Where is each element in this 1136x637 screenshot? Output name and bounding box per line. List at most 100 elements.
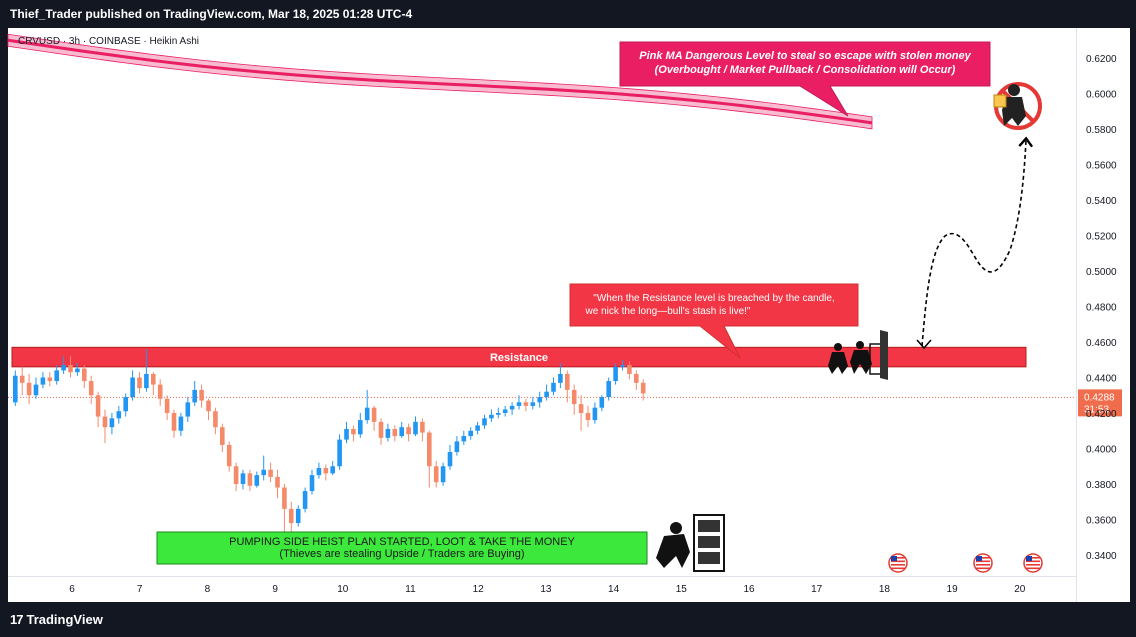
candle <box>627 361 632 380</box>
candle <box>592 402 598 424</box>
ma-band-fill <box>7 33 873 130</box>
candle <box>454 436 460 456</box>
candle <box>240 469 246 490</box>
candle <box>282 484 287 534</box>
candle <box>378 418 384 445</box>
candle <box>433 460 439 488</box>
candle <box>468 427 473 440</box>
candle <box>130 370 135 401</box>
y-tick-label: 0.3800 <box>1086 480 1117 491</box>
resistance-callout[interactable]: "When the Resistance level is breached b… <box>569 283 859 359</box>
candle <box>537 391 542 408</box>
candle <box>509 402 515 415</box>
y-tick-label: 0.5400 <box>1086 196 1117 207</box>
candle <box>371 405 377 431</box>
ma-callout[interactable]: Pink MA Dangerous Level to steal so esca… <box>619 41 991 117</box>
candle <box>606 377 611 401</box>
candle <box>88 375 94 405</box>
candle <box>620 359 625 371</box>
price-axis[interactable] <box>1076 28 1130 602</box>
y-tick-label: 0.5200 <box>1086 232 1117 243</box>
x-tick-label: 9 <box>272 584 278 595</box>
candle <box>323 464 329 481</box>
candle <box>551 377 556 396</box>
candle <box>233 462 239 492</box>
candle <box>427 430 432 488</box>
x-tick-label: 18 <box>879 584 891 595</box>
candle <box>102 409 108 444</box>
candle <box>109 413 115 435</box>
candle <box>599 395 605 412</box>
candle <box>516 395 522 410</box>
candle <box>40 372 46 389</box>
candle <box>558 363 563 389</box>
y-tick-label: 0.4600 <box>1086 338 1117 349</box>
x-tick-label: 17 <box>811 584 823 595</box>
candle <box>123 393 128 417</box>
y-tick-label: 0.5000 <box>1086 267 1117 278</box>
candle <box>364 389 370 424</box>
candle <box>185 397 191 422</box>
candle <box>634 370 639 390</box>
candle <box>613 363 618 385</box>
tradingview-mark-icon: 17 <box>10 612 24 627</box>
candle <box>502 405 508 417</box>
us-flag-icon[interactable] <box>1023 553 1043 573</box>
y-tick-label: 0.5600 <box>1086 161 1117 172</box>
tradingview-logo[interactable]: 17 TradingView <box>10 612 103 627</box>
candle <box>523 398 529 412</box>
candle <box>151 372 156 396</box>
resistance-callout-line1: "When the Resistance level is breached b… <box>593 293 834 304</box>
candle <box>157 379 163 406</box>
time-axis[interactable] <box>8 576 1076 603</box>
thief-vault-icon <box>656 514 725 572</box>
candle <box>585 405 591 428</box>
resistance-zone[interactable] <box>11 346 1027 368</box>
x-tick-label: 12 <box>473 584 485 595</box>
resistance-callout-line2: we nick the long—bull's stash is live!" <box>585 306 751 317</box>
ma-callout-line2: (Overbought / Market Pullback / Consolid… <box>655 64 956 76</box>
candle <box>544 384 549 401</box>
projection-arrow-down <box>916 339 932 350</box>
ma-line <box>7 38 873 125</box>
y-tick-label: 0.3600 <box>1086 516 1117 527</box>
candle <box>461 430 467 445</box>
candle <box>289 501 294 534</box>
candle <box>206 398 211 421</box>
candle <box>351 425 356 442</box>
x-tick-label: 19 <box>947 584 959 595</box>
y-tick-label: 0.5800 <box>1086 125 1117 136</box>
chart-pane[interactable] <box>8 28 1076 602</box>
x-tick-label: 6 <box>69 584 75 595</box>
candle <box>565 370 570 403</box>
footer-bar <box>0 602 1136 637</box>
candle <box>344 421 349 444</box>
x-tick-label: 16 <box>743 584 755 595</box>
candle <box>47 372 53 387</box>
candle <box>247 469 253 492</box>
x-tick-label: 7 <box>137 584 143 595</box>
y-axis-labels: 0.6200 0.6000 0.5800 0.5600 0.5400 0.5200 0.50… <box>1086 54 1117 562</box>
y-tick-label: 0.4400 <box>1086 374 1117 385</box>
candles-layer <box>13 349 646 534</box>
x-tick-label: 10 <box>337 584 349 595</box>
symbol-legend[interactable]: CRVUSD · 3h · COINBASE · Heikin Ashi <box>18 36 199 47</box>
x-tick-label: 13 <box>540 584 552 595</box>
y-tick-label: 0.4800 <box>1086 303 1117 314</box>
candle <box>482 414 487 429</box>
resistance-label: Resistance <box>490 352 548 364</box>
us-flag-icon[interactable] <box>973 553 993 573</box>
candle <box>406 423 411 442</box>
candle <box>192 381 197 406</box>
candle <box>171 409 177 438</box>
candle <box>337 434 342 470</box>
x-tick-label: 15 <box>676 584 688 595</box>
candle <box>26 373 32 405</box>
candle <box>226 441 232 472</box>
tradingview-brand: TradingView <box>26 612 103 627</box>
us-flag-icon[interactable] <box>888 553 908 573</box>
thief-badge-icon <box>993 82 1042 130</box>
x-tick-label: 11 <box>405 584 416 595</box>
candle <box>254 471 260 488</box>
heist-plan-box[interactable]: PUMPING SIDE HEIST PLAN STARTED, LOOT & … <box>156 531 648 565</box>
